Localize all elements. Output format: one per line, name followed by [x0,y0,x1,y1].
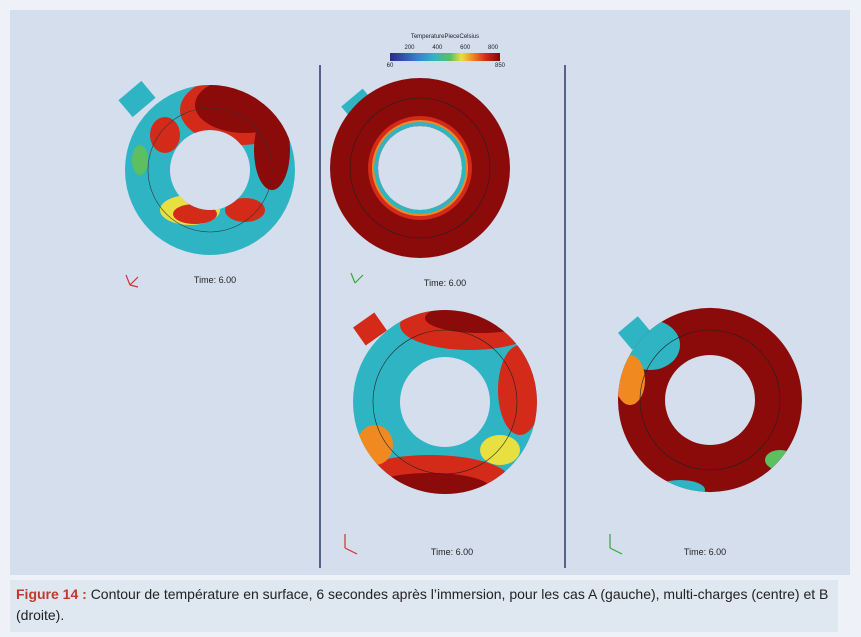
colorbar-max: 850 [495,63,506,69]
colorbar-tick-label: 200 [404,45,415,51]
caption: Figure 14 : Contour de température en su… [10,580,838,632]
caption-label: Figure 14 : [16,586,87,602]
colorbar-gradient [390,53,500,61]
figure: TemperaturePieceCelsius 200400600800 60 … [0,0,861,637]
colorbar-title: TemperaturePieceCelsius [411,34,479,40]
time-label: Time: 6.00 [194,275,236,285]
time-label: Time: 6.00 [424,278,466,288]
colorbar-tick-label: 600 [460,45,471,51]
caption-text: Contour de température en surface, 6 sec… [16,586,828,623]
colorbar-tick-label: 800 [488,45,499,51]
colorbar-tick-label: 400 [432,45,443,51]
colorbar-min: 60 [387,63,394,69]
time-label: Time: 6.00 [431,547,473,557]
time-label: Time: 6.00 [684,547,726,557]
